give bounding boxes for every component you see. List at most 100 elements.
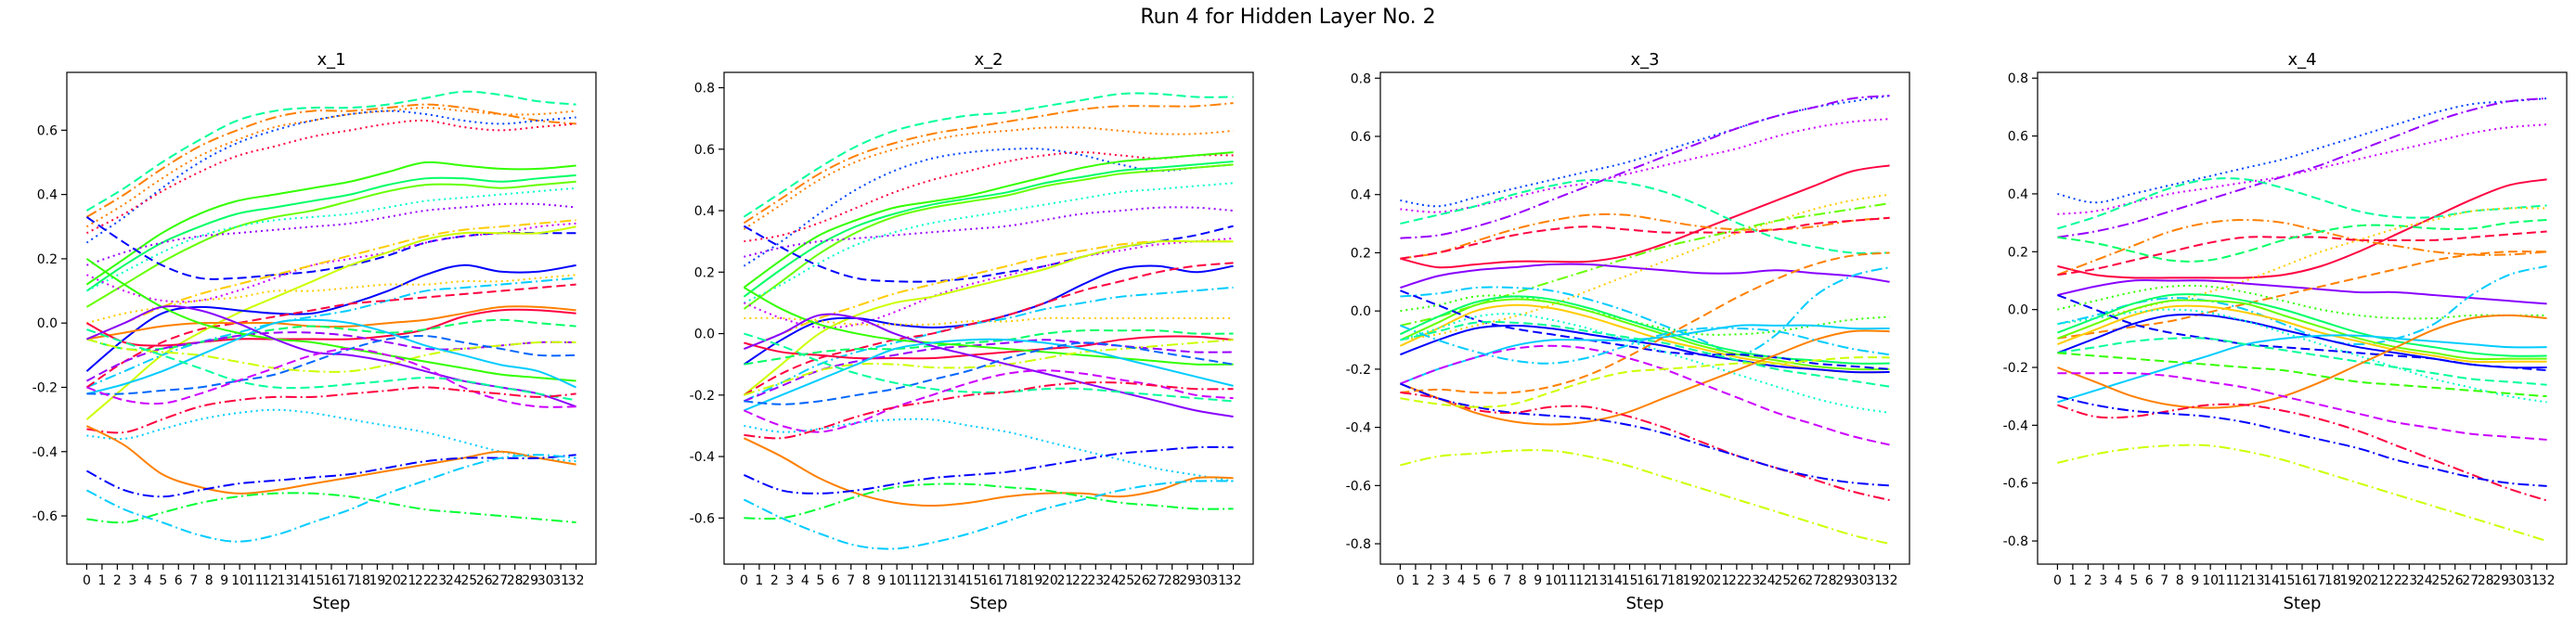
subplot-title: x_2 <box>974 50 1003 70</box>
series-line-8 <box>2057 219 2547 263</box>
series-line-30 <box>744 418 1234 482</box>
x-tick-label: 28 <box>1164 573 1181 588</box>
series-line-1 <box>2057 97 2547 204</box>
x-tick-label: 12 <box>2233 573 2249 588</box>
x-tick-label: 14 <box>2263 573 2280 588</box>
x-tick-label: 23 <box>2401 573 2417 588</box>
series-line-7 <box>85 174 576 292</box>
subplot-1: -0.6-0.4-0.20.00.20.40.60 1 2 3 4 5 6 7 8 9 101112… <box>32 50 597 613</box>
x-tick-label: 23 <box>430 573 447 588</box>
x-tick-label: 11 <box>904 573 921 588</box>
y-tick-label: 0.4 <box>1351 188 1371 203</box>
x-tick-label: 7 <box>189 573 198 588</box>
series-line-9 <box>1400 202 1890 327</box>
x-tick-label: 16 <box>323 573 340 588</box>
series-line-18 <box>2057 294 2547 372</box>
subplot-3: -0.8-0.6-0.4-0.20.00.20.40.60.80 1 2 3 4 5 6 7 8… <box>1346 50 1910 613</box>
x-tick-label: 14 <box>1606 573 1623 588</box>
x-tick-label: 21 <box>1056 573 1073 588</box>
series-line-19 <box>744 335 1234 360</box>
series-line-23 <box>744 339 1234 396</box>
y-tick-label: -0.6 <box>690 511 715 526</box>
subplot-2: -0.6-0.4-0.20.00.20.40.60.80 1 2 3 4 5 6 7 8 9 101… <box>690 50 1254 613</box>
x-tick-label: 18 <box>1667 573 1684 588</box>
x-tick-label: 18 <box>1011 573 1028 588</box>
series-line-4 <box>743 148 1234 267</box>
x-tick-label: 10 <box>1545 573 1561 588</box>
x-tick-label: 13 <box>278 573 294 588</box>
x-tick-label: 12 <box>1575 573 1592 588</box>
x-tick-label: 28 <box>2478 573 2494 588</box>
x-tick-label: 12 <box>919 573 936 588</box>
x-tick-label: 6 <box>832 573 840 588</box>
x-tick-label: 25 <box>1118 573 1134 588</box>
series-line-26 <box>744 341 1234 405</box>
series-line-27 <box>1400 449 1890 546</box>
y-tick-label: 0.8 <box>1351 71 1371 86</box>
x-axis-label: Step <box>970 594 1008 613</box>
x-tick-label: 2 <box>2084 573 2092 588</box>
x-tick-label: 27 <box>1805 573 1821 588</box>
x-tick-label: 11 <box>2218 573 2234 588</box>
x-axis-label: Step <box>313 594 351 613</box>
series-line-14 <box>85 225 576 420</box>
series-line-26 <box>2057 443 2547 543</box>
series-line-29 <box>86 347 576 408</box>
y-tick-label: -0.4 <box>32 445 58 460</box>
series-line-25 <box>2057 395 2547 487</box>
series-line-25 <box>1400 382 1890 487</box>
series-line-11 <box>1400 266 1890 356</box>
series-line-25 <box>86 318 576 395</box>
x-tick-label: 21 <box>2370 573 2387 588</box>
x-tick-label: 5 <box>816 573 824 588</box>
subplot-title: x_1 <box>317 50 345 70</box>
x-tick-label: 22 <box>2386 573 2402 588</box>
x-tick-label: 5 <box>1472 573 1481 588</box>
x-tick-label: 28 <box>507 573 524 588</box>
x-tick-label: 24 <box>1103 573 1120 588</box>
x-tick-label: 0 <box>2053 573 2062 588</box>
x-tick-label: 4 <box>2115 573 2123 588</box>
series-line-17 <box>1400 289 1890 370</box>
x-tick-label: 5 <box>159 573 167 588</box>
x-tick-label: 31 <box>1866 573 1883 588</box>
x-tick-label: 26 <box>2447 573 2464 588</box>
x-tick-label: 23 <box>1087 573 1104 588</box>
series-line-7 <box>2057 230 2547 276</box>
x-tick-label: 20 <box>1042 573 1058 588</box>
x-tick-label: 1 <box>2068 573 2077 588</box>
series-line-28 <box>86 334 576 395</box>
x-tick-label: 32 <box>1882 573 1898 588</box>
x-tick-label: 29 <box>522 573 538 588</box>
y-tick-label: 0.2 <box>694 265 715 280</box>
series-line-33 <box>743 480 1234 550</box>
series-line-8 <box>743 163 1234 310</box>
y-tick-label: -0.2 <box>690 389 715 404</box>
series-line-31 <box>743 437 1234 508</box>
x-tick-label: 19 <box>1683 573 1700 588</box>
series-line-3 <box>2057 123 2547 215</box>
series-line-20 <box>744 329 1234 366</box>
x-tick-label: 8 <box>862 573 871 588</box>
x-tick-label: 4 <box>144 573 152 588</box>
x-tick-label: 14 <box>292 573 309 588</box>
series-line-2 <box>743 102 1234 225</box>
x-tick-label: 2 <box>1427 573 1435 588</box>
x-tick-label: 3 <box>2099 573 2107 588</box>
series-line-3 <box>85 107 576 228</box>
series-group <box>743 92 1234 550</box>
x-axis-label: Step <box>2284 594 2322 613</box>
series-line-3 <box>1400 118 1890 213</box>
x-tick-label: 29 <box>1835 573 1852 588</box>
series-line-13 <box>2057 251 2547 340</box>
series-line-4 <box>1400 164 1890 269</box>
x-tick-label: 0 <box>740 573 748 588</box>
series-line-19 <box>2057 334 2547 404</box>
y-tick-label: 0.2 <box>2008 245 2028 260</box>
x-tick-label: 30 <box>2508 573 2525 588</box>
x-tick-label: 0 <box>83 573 91 588</box>
y-tick-label: 0.0 <box>2008 303 2028 318</box>
subplot-title: x_3 <box>1630 50 1659 70</box>
x-tick-label: 18 <box>2324 573 2341 588</box>
x-tick-label: 9 <box>2191 573 2199 588</box>
